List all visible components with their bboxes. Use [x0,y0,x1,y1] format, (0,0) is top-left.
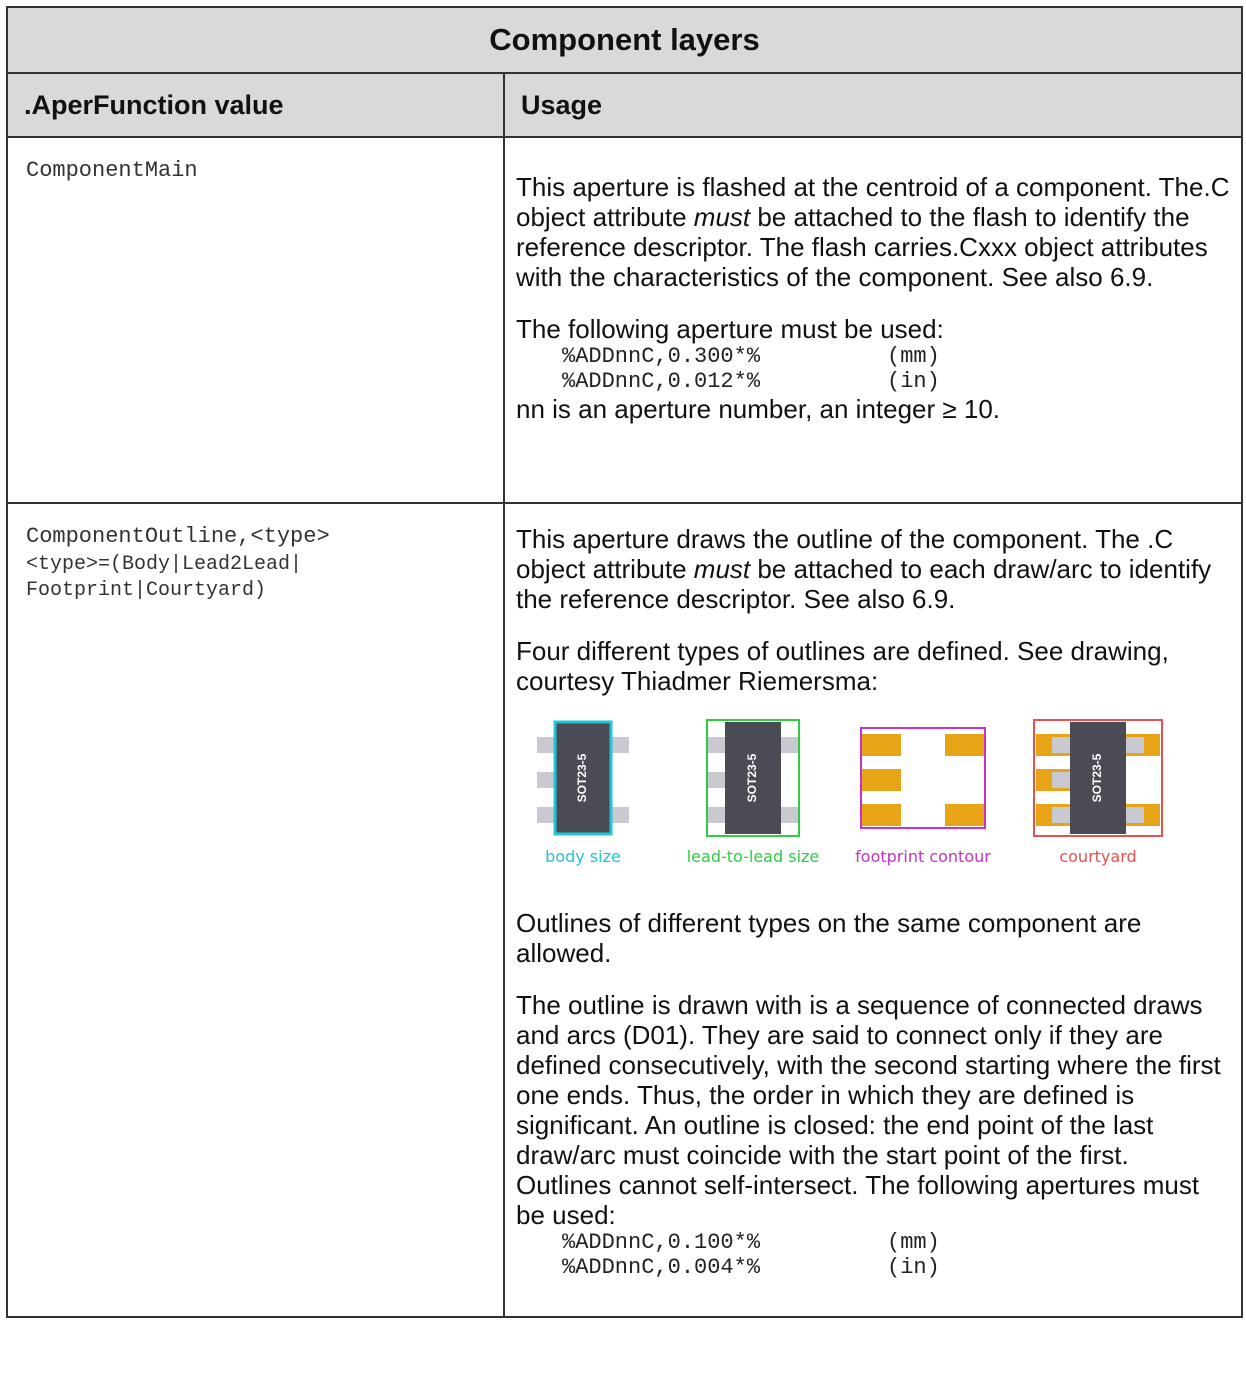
caption: lead-to-lead size [687,847,820,866]
caption: courtyard [1059,847,1136,866]
lead [1126,737,1144,753]
table-row: ComponentMain This aperture is flashed at… [8,138,1241,504]
aperfunction-value: Footprint|Courtyard) [26,579,267,602]
header-cell: Usage [521,89,603,120]
usage-cell: This aperture draws the outline of the c… [505,504,1241,1316]
code: %ADDnnC,0.012*% [562,369,761,394]
table-title: Component layers [8,8,1241,74]
text: This aperture draws the outline of the c… [516,524,1174,584]
code-line: %ADDnnC,0.100*% (mm) [516,1230,1231,1255]
chip-label: SOT23-5 [745,753,759,802]
table: Component layers .AperFunction value Usa… [6,6,1243,1318]
lead [1126,807,1144,823]
lead [1052,807,1070,823]
lead [611,737,629,753]
lead [781,807,799,823]
chip-label: SOT23-5 [1090,753,1104,802]
code-line: %ADDnnC,0.300*% (mm) [516,344,1231,369]
outline-figure: SOT23-5 body size SOT23-5 lead-to-lead size… [537,719,1163,866]
text: The following aperture must be used: [516,314,944,344]
pad [945,804,985,826]
lead [707,807,725,823]
aperfunction-value: ComponentOutline,<type> [26,524,330,549]
chip-label: SOT23-5 [575,753,589,802]
text: nn is an aperture number, an integer ≥ 1… [516,394,1001,424]
emphasis: must [693,554,751,584]
text: be attached to the flash to identify the… [516,202,1208,292]
chip-body [725,722,781,834]
outline [706,719,800,837]
emphasis: must [693,202,751,232]
paragraph: The following aperture must be used: %ADD… [516,314,1231,424]
lead [537,807,555,823]
lead [707,737,725,753]
code: %ADDnnC,0.004*% [562,1255,761,1280]
lead [1052,737,1070,753]
caption: footprint contour [855,847,991,866]
chip-body [553,720,613,836]
pad [861,769,901,791]
unit: (in) [887,369,940,394]
text: The outline is drawn with is a sequence … [516,990,1221,1230]
aperfunction-value: <type>=(Body|Lead2Lead| [26,553,303,576]
text: Outlines of different types on the same … [516,908,1142,968]
outline [860,727,986,829]
pad [945,734,985,756]
lead [537,772,555,788]
caption: body size [545,847,621,866]
code: %ADDnnC,0.100*% [562,1230,761,1255]
header-cell: .AperFunction value [8,74,505,136]
outline [1033,719,1163,837]
lead [707,772,725,788]
unit: (in) [887,1255,940,1280]
pad [861,734,901,756]
lead [611,807,629,823]
value-cell: ComponentMain [8,138,505,502]
paragraph: Four different types of outlines are def… [516,636,1231,874]
paragraph: Outlines of different types on the same … [516,908,1231,968]
unit: (mm) [887,344,940,369]
chip-body [1070,722,1126,834]
usage-cell: This aperture is flashed at the centroid… [505,138,1241,502]
code: %ADDnnC,0.300*% [562,344,761,369]
code-line: %ADDnnC,0.004*% (in) [516,1255,1231,1280]
paragraph: This aperture is flashed at the centroid… [516,172,1231,292]
lead [781,737,799,753]
text: This aperture is flashed at the centroid… [516,172,1230,232]
header-row: .AperFunction value Usage [8,74,1241,138]
table-row: ComponentOutline,<type> <type>=(Body|Lead… [8,504,1241,1318]
value-cell: ComponentOutline,<type> <type>=(Body|Lead… [8,504,505,1316]
unit: (mm) [887,1230,940,1255]
lead [1052,772,1070,788]
paragraph: The outline is drawn with is a sequence … [516,990,1231,1280]
paragraph: This aperture draws the outline of the c… [516,524,1231,614]
aperfunction-value: ComponentMain [26,158,198,183]
text: be attached to each draw/arc to identify… [516,554,1212,614]
lead [537,737,555,753]
code-line: %ADDnnC,0.012*% (in) [516,369,1231,394]
text: Four different types of outlines are def… [516,636,1169,696]
pad [861,804,901,826]
